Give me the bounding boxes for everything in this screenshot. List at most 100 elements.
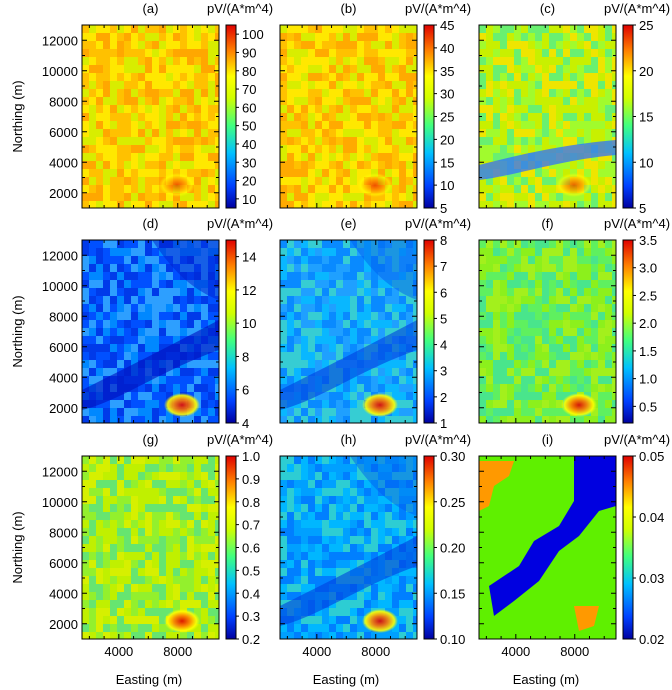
colorbar-tick-label: 0.15 bbox=[440, 586, 465, 601]
colorbar-tick-label: 1.0 bbox=[242, 449, 260, 464]
panel-c: (c) 5 10 15 20 25 pV/(A*m^4) bbox=[478, 1, 670, 216]
colorbar-tick-label: 30 bbox=[242, 155, 256, 170]
colorbar-tick-label: 10 bbox=[242, 192, 256, 207]
heatmap-field bbox=[82, 456, 219, 639]
y-tick-label: 10000 bbox=[42, 495, 78, 510]
colorbar-tick-label: 6 bbox=[242, 383, 249, 398]
colorbar-tick-label: 1 bbox=[440, 416, 447, 431]
y-tick-label: 10000 bbox=[42, 279, 78, 294]
colorbar-tick-label: 2 bbox=[440, 390, 447, 405]
colorbar-tick-label: 8 bbox=[242, 349, 249, 364]
colorbar-unit: pV/(A*m^4) bbox=[405, 1, 471, 16]
colorbar-tick-label: 60 bbox=[242, 100, 256, 115]
colorbar-unit: pV/(A*m^4) bbox=[405, 216, 471, 231]
y-tick-label: 8000 bbox=[49, 309, 78, 324]
y-tick-label: 6000 bbox=[49, 125, 78, 140]
colorbar-unit: pV/(A*m^4) bbox=[405, 432, 471, 447]
colorbar-tick-label: 2.5 bbox=[639, 288, 657, 303]
colorbar-tick-label: 6 bbox=[440, 285, 447, 300]
panel-title: (a) bbox=[143, 1, 159, 16]
heatmap-field bbox=[280, 25, 417, 208]
x-tick-label: 8000 bbox=[560, 644, 589, 659]
colorbar-tick-label: 4 bbox=[242, 416, 249, 431]
colorbar-tick-label: 15 bbox=[639, 110, 653, 125]
colorbar-tick-label: 4 bbox=[440, 338, 447, 353]
colorbar-tick-label: 0.9 bbox=[242, 472, 260, 487]
y-tick-label: 12000 bbox=[42, 33, 78, 48]
y-tick-label: 8000 bbox=[49, 94, 78, 109]
colorbar-tick-label: 15 bbox=[440, 155, 454, 170]
colorbar-tick-label: 5 bbox=[639, 201, 646, 216]
colorbar bbox=[225, 239, 237, 424]
colorbar-tick-label: 0.8 bbox=[242, 495, 260, 510]
colorbar bbox=[622, 24, 634, 209]
colorbar-tick-label: 35 bbox=[440, 64, 454, 79]
colorbar-tick-label: 7 bbox=[440, 259, 447, 274]
colorbar-tick-label: 10 bbox=[242, 316, 256, 331]
x-axis-label: Easting (m) bbox=[313, 672, 379, 687]
colorbar-unit: pV/(A*m^4) bbox=[207, 1, 273, 16]
colorbar-tick-label: 10 bbox=[639, 155, 653, 170]
y-tick-label: 4000 bbox=[49, 586, 78, 601]
colorbar-tick-label: 40 bbox=[242, 137, 256, 152]
panel-b: (b) 5 10 15 20 25 30 35 40 45 pV/(A*m^4) bbox=[279, 1, 471, 216]
panel-title: (g) bbox=[143, 432, 159, 447]
colorbar-tick-label: 0.2 bbox=[242, 632, 260, 647]
colorbar-tick-label: 12 bbox=[242, 283, 256, 298]
colorbar-tick-label: 30 bbox=[440, 87, 454, 102]
y-tick-label: 6000 bbox=[49, 556, 78, 571]
colorbar-tick-label: 0.10 bbox=[440, 632, 465, 647]
colorbar-tick-label: 0.7 bbox=[242, 518, 260, 533]
panel-title: (d) bbox=[143, 216, 159, 231]
colorbar-tick-label: 0.30 bbox=[440, 449, 465, 464]
heatmap-field bbox=[479, 456, 616, 639]
colorbar-tick-label: 70 bbox=[242, 82, 256, 97]
colorbar-tick-label: 14 bbox=[242, 250, 256, 265]
colorbar-tick-label: 25 bbox=[440, 110, 454, 125]
colorbar-tick-label: 90 bbox=[242, 45, 256, 60]
y-axis-label: Northing (m) bbox=[10, 511, 25, 583]
colorbar bbox=[423, 24, 435, 209]
panel-a: 2000 4000 6000 8000 10000 12000 Northing (m) (a… bbox=[10, 1, 273, 209]
panel-title: (i) bbox=[542, 432, 554, 447]
colorbar-tick-label: 1.0 bbox=[639, 372, 657, 387]
y-tick-label: 4000 bbox=[49, 370, 78, 385]
colorbar-tick-label: 0.04 bbox=[639, 510, 664, 525]
colorbar-tick-label: 20 bbox=[242, 174, 256, 189]
x-tick-label: 8000 bbox=[163, 644, 192, 659]
colorbar-tick-label: 20 bbox=[639, 64, 653, 79]
colorbar bbox=[622, 455, 634, 640]
colorbar-tick-label: 80 bbox=[242, 64, 256, 79]
y-tick-label: 2000 bbox=[49, 617, 78, 632]
y-tick-label: 2000 bbox=[49, 401, 78, 416]
colorbar-tick-label: 100 bbox=[242, 27, 264, 42]
colorbar-unit: pV/(A*m^4) bbox=[207, 216, 273, 231]
colorbar-tick-label: 0.03 bbox=[639, 571, 664, 586]
colorbar-tick-label: 8 bbox=[440, 233, 447, 248]
x-tick-label: 4000 bbox=[302, 644, 331, 659]
panel-title: (c) bbox=[540, 1, 555, 16]
y-axis-label: Northing (m) bbox=[10, 295, 25, 367]
colorbar-tick-label: 25 bbox=[639, 18, 653, 33]
colorbar bbox=[622, 239, 634, 424]
colorbar-tick-label: 3.5 bbox=[639, 233, 657, 248]
panel-h: 4000 8000 (h) 0.10 0.15 0.20 0.25 0.30 pV/(A*m^4… bbox=[279, 432, 471, 659]
heatmap-field bbox=[479, 240, 616, 423]
heatmap-field bbox=[479, 25, 616, 208]
colorbar-tick-label: 5 bbox=[440, 201, 447, 216]
x-tick-label: 4000 bbox=[501, 644, 530, 659]
x-tick-label: 4000 bbox=[104, 644, 133, 659]
heatmap-field bbox=[82, 25, 219, 208]
panel-title: (b) bbox=[341, 1, 357, 16]
y-axis-label: Northing (m) bbox=[10, 80, 25, 152]
colorbar-tick-label: 0.5 bbox=[242, 563, 260, 578]
panel-f: (f) 0.5 1.0 1.5 2.0 2.5 3.0 3.5 pV/(A*m^4) bbox=[478, 216, 670, 424]
y-tick-label: 4000 bbox=[49, 155, 78, 170]
colorbar-tick-label: 3.0 bbox=[639, 261, 657, 276]
y-tick-label: 10000 bbox=[42, 64, 78, 79]
heatmap-field bbox=[280, 240, 417, 423]
y-tick-label: 2000 bbox=[49, 186, 78, 201]
panel-i: 4000 8000 (i) 0.02 0.03 0.04 0.05 pV/(A*m^4) bbox=[478, 432, 670, 659]
x-axis-label: Easting (m) bbox=[513, 672, 579, 687]
colorbar-tick-label: 0.25 bbox=[440, 495, 465, 510]
